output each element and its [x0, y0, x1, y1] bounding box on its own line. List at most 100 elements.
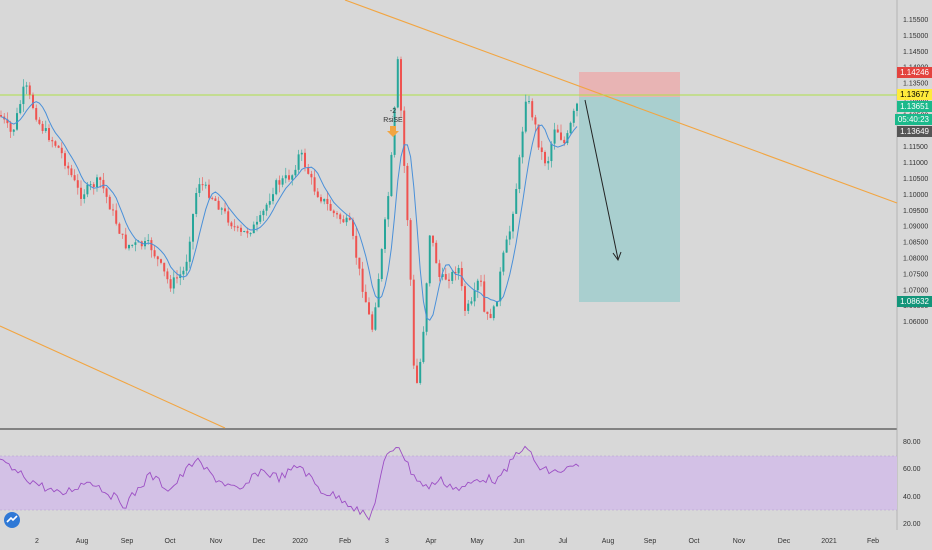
candle-body — [560, 132, 562, 140]
price-tick-label: 1.09500 — [903, 208, 928, 215]
candle-body — [400, 59, 402, 111]
time-axis[interactable]: 2 Aug Sep Oct Nov Dec 2020 Feb 3 Apr May Jun Jul Aug S… — [35, 538, 879, 545]
candle-body — [38, 119, 41, 124]
price-tick-label: 1.08500 — [903, 240, 928, 247]
candle-body — [566, 133, 569, 144]
candle-body — [278, 180, 281, 185]
candle-body — [172, 277, 175, 289]
candle-body — [403, 110, 406, 166]
candle-body — [515, 189, 518, 214]
rsi-tick-label: 60.00 — [903, 466, 921, 473]
candle-body — [380, 249, 383, 280]
time-tick-label: Jun — [513, 538, 524, 545]
candle-body — [377, 279, 380, 308]
time-tick-label: 3 — [385, 538, 389, 545]
price-tag-label: 1.13651 — [897, 101, 932, 112]
candle-body — [131, 244, 134, 246]
moving-average-line — [0, 101, 578, 321]
candle-body — [496, 301, 498, 307]
candle-body — [6, 119, 9, 124]
candle-body — [448, 279, 450, 281]
descending-trendline-lower[interactable] — [0, 325, 226, 429]
price-tick-label: 1.10500 — [903, 176, 928, 183]
price-tick-label: 1.06000 — [903, 319, 928, 326]
candle-body — [323, 198, 326, 202]
time-tick-label: Nov — [733, 538, 746, 545]
candle-body — [185, 261, 188, 271]
candle-body — [192, 214, 194, 242]
price-tag-label: 1.14246 — [897, 67, 932, 78]
candle-body — [92, 184, 95, 188]
candle-body — [70, 168, 73, 176]
candle-body — [96, 177, 98, 188]
candle-body — [48, 128, 50, 141]
price-tick-label: 1.11000 — [903, 160, 928, 167]
candle-body — [121, 233, 124, 235]
rsi-band — [0, 456, 897, 510]
candle-body — [201, 184, 204, 186]
candle-body — [553, 129, 556, 144]
candle-body — [208, 184, 210, 198]
candle-body — [169, 279, 172, 289]
candle-body — [416, 365, 418, 383]
candle-body — [294, 169, 297, 176]
candle-body — [150, 240, 153, 251]
candle-body — [54, 141, 57, 146]
candle-body — [492, 306, 495, 319]
candle-body — [240, 227, 242, 232]
candle-body — [352, 219, 354, 236]
candle-body — [76, 180, 79, 188]
candle-body — [406, 165, 409, 221]
candle-body — [224, 208, 226, 212]
candle-body — [25, 85, 28, 87]
signal-value-label: -2 — [390, 108, 396, 115]
candle-body — [502, 252, 505, 272]
candle-body — [480, 280, 482, 282]
candle-body — [291, 175, 294, 180]
candle-body — [499, 271, 502, 302]
candle-body — [262, 210, 265, 216]
candle-body — [272, 194, 274, 202]
candle-body — [204, 184, 207, 186]
candle-body — [345, 217, 348, 223]
price-pane[interactable] — [0, 0, 897, 428]
candle-body — [182, 270, 185, 275]
candle-body — [336, 213, 338, 215]
rsi-line — [0, 445, 580, 521]
candle-body — [275, 180, 278, 195]
candle-body — [454, 271, 457, 274]
descending-trendline-upper[interactable] — [344, 0, 898, 204]
candle-body — [73, 175, 76, 181]
price-axis[interactable]: 1.155001.150001.145001.140001.135001.130… — [903, 17, 928, 326]
candle-body — [288, 175, 290, 180]
candle-body — [364, 291, 367, 303]
candle-body — [230, 222, 233, 227]
candle-body — [505, 239, 508, 253]
take-profit-zone[interactable] — [579, 97, 680, 302]
candle-body — [348, 217, 351, 220]
candle-body — [214, 198, 217, 201]
candle-body — [67, 165, 70, 169]
down-arrow-signal-icon — [387, 126, 399, 137]
candle-body — [310, 173, 313, 178]
candle-body — [60, 147, 63, 154]
candle-body — [153, 250, 156, 257]
candle-body — [470, 301, 473, 304]
candle-body — [112, 209, 114, 211]
time-tick-label: 2 — [35, 538, 39, 545]
time-tick-label: Dec — [778, 538, 791, 545]
rsi-axis[interactable]: 80.00 60.00 40.00 20.00 — [903, 439, 921, 528]
candle-body — [211, 197, 214, 199]
candle-body — [572, 110, 575, 123]
candle-body — [89, 184, 92, 186]
candle-body — [195, 193, 198, 215]
stop-loss-zone[interactable] — [579, 72, 680, 97]
candle-body — [435, 242, 438, 264]
tradingview-logo-icon[interactable] — [4, 512, 20, 528]
price-tag-label: 1.13649 — [897, 126, 932, 137]
projection-arrow-line[interactable] — [584, 99, 619, 260]
candle-body — [41, 123, 44, 131]
candle-body — [227, 211, 230, 223]
rsi-tick-label: 40.00 — [903, 494, 921, 501]
